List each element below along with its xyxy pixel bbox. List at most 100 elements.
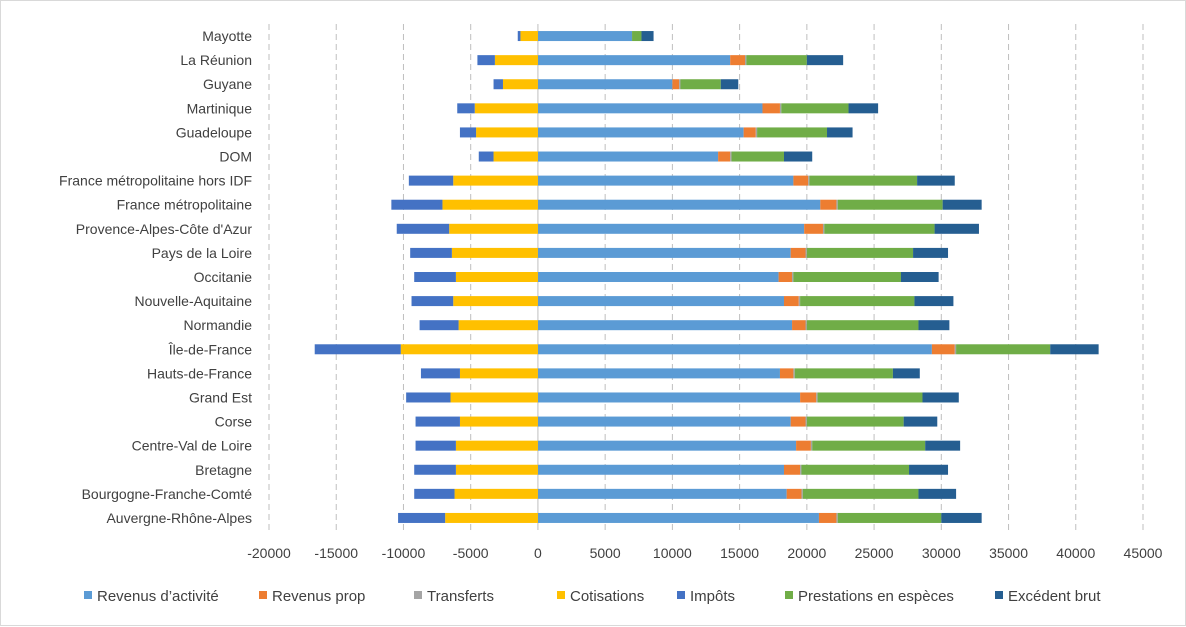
category-label: La Réunion xyxy=(180,52,252,68)
category-label: France métropolitaine hors IDF xyxy=(59,173,252,189)
legend-label: Prestations en espèces xyxy=(798,588,954,605)
legend-swatch xyxy=(259,591,267,599)
bar-segment xyxy=(493,151,538,162)
bar-segment xyxy=(458,320,538,331)
x-tick-label: -20000 xyxy=(247,545,291,561)
bar-segment xyxy=(804,223,823,234)
bar-segment xyxy=(918,320,950,331)
category-label: Grand Est xyxy=(189,389,252,405)
bar-segment xyxy=(918,488,957,499)
bar-segment xyxy=(672,79,680,90)
legend-swatch xyxy=(557,591,565,599)
bar-segment xyxy=(680,79,721,90)
bar-segment xyxy=(783,464,801,475)
bar-segment xyxy=(801,464,910,475)
legend-label: Cotisations xyxy=(570,588,644,605)
bar-segment xyxy=(806,416,904,427)
legend-label: Revenus d’activité xyxy=(97,588,219,605)
bar-segment xyxy=(537,416,791,427)
bar-segment xyxy=(459,416,538,427)
legend-swatch xyxy=(677,591,685,599)
bar-segment xyxy=(517,31,521,42)
category-label: Occitanie xyxy=(194,269,253,285)
bar-segment xyxy=(455,440,538,451)
bar-segment xyxy=(457,103,475,114)
bar-segment xyxy=(414,488,455,499)
bar-segment xyxy=(779,103,782,114)
bar-segment xyxy=(790,416,806,427)
bar-segment xyxy=(836,512,838,523)
bar-segment xyxy=(781,103,849,114)
category-label: Guadeloupe xyxy=(176,124,253,140)
category-label: Provence-Alpes-Côte d'Azur xyxy=(76,221,253,237)
bar-segment xyxy=(800,464,802,475)
bar-segment xyxy=(537,151,719,162)
bar-segment xyxy=(809,175,918,186)
bar-segment xyxy=(414,464,456,475)
bar-segment xyxy=(812,440,926,451)
bar-segment xyxy=(917,175,955,186)
bar-segment xyxy=(934,223,979,234)
bar-segment xyxy=(632,31,642,42)
bar-segment xyxy=(408,175,454,186)
bar-segment xyxy=(786,488,802,499)
bar-segment xyxy=(445,512,538,523)
bar-segment xyxy=(792,320,806,331)
bar-segment xyxy=(537,175,794,186)
bar-segment xyxy=(892,368,920,379)
bar-segment xyxy=(783,151,813,162)
category-label: Bourgogne-Franche-Comté xyxy=(82,486,253,502)
category-label: Centre-Val de Loire xyxy=(132,438,253,454)
bar-segment xyxy=(810,440,813,451)
bar-segment xyxy=(474,103,538,114)
bar-segment xyxy=(1050,344,1099,355)
x-tick-label: 30000 xyxy=(922,545,961,561)
bar-segment xyxy=(848,103,879,114)
x-tick-label: 5000 xyxy=(590,545,621,561)
bar-segment xyxy=(744,55,747,66)
x-tick-label: 40000 xyxy=(1056,545,1095,561)
category-label: Martinique xyxy=(187,100,253,116)
category-label: Nouvelle-Aquitaine xyxy=(134,293,252,309)
bar-segment xyxy=(493,79,503,90)
bar-segment xyxy=(419,320,459,331)
bar-segment xyxy=(411,296,454,307)
bar-segment xyxy=(956,344,1051,355)
bar-segment xyxy=(476,127,538,138)
bar-layer xyxy=(314,31,1099,523)
bar-segment xyxy=(820,199,837,210)
bar-segment xyxy=(415,440,456,451)
category-label: Pays de la Loire xyxy=(152,245,253,261)
bar-segment xyxy=(453,175,538,186)
category-label: Bretagne xyxy=(195,462,252,478)
category-label: France métropolitaine xyxy=(117,197,253,213)
x-tick-label: 20000 xyxy=(787,545,826,561)
bar-segment xyxy=(720,79,739,90)
bar-segment xyxy=(778,272,793,282)
bar-segment xyxy=(730,151,732,162)
bar-segment xyxy=(478,151,494,162)
bar-segment xyxy=(836,199,838,210)
bar-segment xyxy=(477,55,495,66)
bar-segment xyxy=(400,344,538,355)
bar-segment xyxy=(537,103,763,114)
x-tick-label: 0 xyxy=(534,545,542,561)
category-label-layer: Mayotte La Réunion Guyane Martinique Guadelo… xyxy=(59,28,252,526)
bar-segment xyxy=(537,223,805,234)
bar-segment xyxy=(420,368,460,379)
bar-segment xyxy=(415,416,460,427)
bar-segment xyxy=(900,272,939,282)
bar-segment xyxy=(805,416,807,427)
x-tick-label: 25000 xyxy=(855,545,894,561)
bar-segment xyxy=(314,344,401,355)
bar-segment xyxy=(537,55,731,66)
bar-segment xyxy=(537,79,673,90)
bar-segment xyxy=(925,440,961,451)
bar-segment xyxy=(806,320,919,331)
bar-segment xyxy=(827,127,853,138)
bar-segment xyxy=(779,368,794,379)
legend-label: Transferts xyxy=(427,588,494,605)
category-label: Mayotte xyxy=(202,28,252,44)
bar-segment xyxy=(537,127,744,138)
